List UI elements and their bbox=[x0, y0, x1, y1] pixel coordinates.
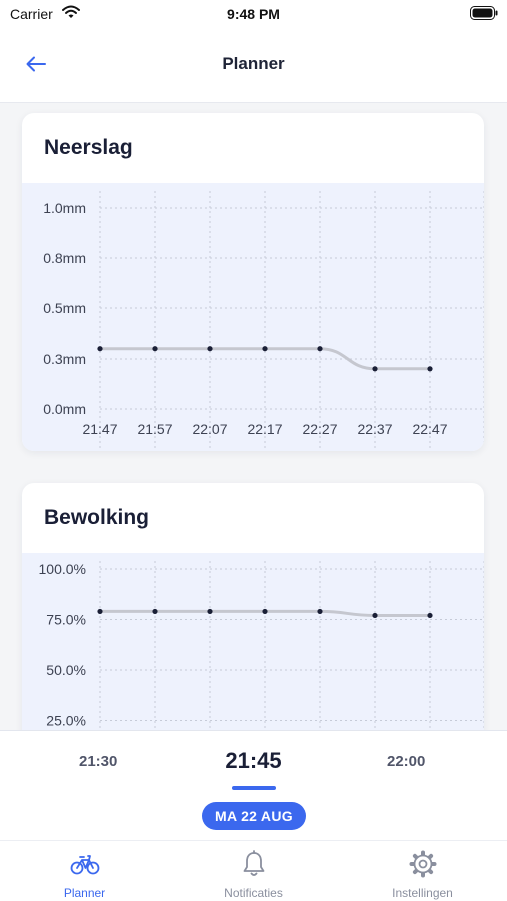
bicycle-icon bbox=[70, 849, 100, 879]
data-point bbox=[97, 608, 103, 615]
data-point bbox=[152, 346, 158, 352]
x-tick-label: 22:17 bbox=[247, 421, 282, 437]
data-point bbox=[262, 608, 268, 615]
chart-title: Bewolking bbox=[44, 506, 150, 529]
data-point bbox=[207, 608, 213, 615]
plot-background bbox=[22, 183, 484, 451]
tab-settings[interactable]: Instellingen bbox=[338, 841, 507, 901]
precipitation-chart: 1.0mm 0.8mm 0.5mm 0.3mm 0.0mm 21:47 21:57 22:07… bbox=[22, 183, 484, 451]
data-point bbox=[207, 346, 213, 352]
data-point bbox=[427, 612, 433, 619]
data-point bbox=[97, 346, 103, 352]
chart-scroll-area[interactable]: Neerslag 1.0mm 0.8mm 0.5mm 0.3mm 0.0mm 21:47 2… bbox=[0, 103, 507, 730]
x-tick-label: 21:47 bbox=[82, 421, 117, 437]
battery-icon bbox=[470, 6, 498, 25]
bell-icon bbox=[239, 849, 269, 879]
current-time-slot[interactable]: 21:45 bbox=[225, 748, 282, 773]
tab-notifications[interactable]: Notificaties bbox=[169, 841, 338, 901]
page-title: Planner bbox=[222, 54, 285, 73]
plot-background bbox=[22, 553, 484, 730]
y-tick-label: 0.0mm bbox=[43, 401, 86, 417]
x-tick-label: 21:57 bbox=[137, 421, 172, 437]
tab-bar: Planner Notificaties bbox=[0, 840, 507, 901]
y-tick-label: 0.8mm bbox=[43, 250, 86, 266]
navigation-bar: Planner bbox=[0, 28, 507, 103]
data-point bbox=[372, 612, 378, 619]
y-tick-label: 25.0% bbox=[46, 713, 86, 729]
y-tick-label: 100.0% bbox=[39, 561, 86, 577]
y-tick-label: 75.0% bbox=[46, 612, 86, 628]
data-point bbox=[427, 366, 433, 372]
date-badge[interactable]: MA 22 AUG bbox=[202, 802, 306, 830]
next-time-slot[interactable]: 22:00 bbox=[387, 753, 426, 770]
status-time: 9:48 PM bbox=[227, 6, 280, 22]
tab-planner[interactable]: Planner bbox=[0, 841, 169, 901]
data-point bbox=[372, 366, 378, 372]
time-selector: 21:30 21:45 22:00 MA 22 AUG bbox=[0, 730, 507, 841]
tab-label: Instellingen bbox=[392, 886, 453, 900]
chart-card-cloud-cover: Bewolking 100.0% 75.0% 50.0% 25.0% bbox=[22, 483, 484, 730]
data-point bbox=[317, 608, 323, 615]
wifi-icon bbox=[62, 5, 80, 24]
data-point bbox=[152, 608, 158, 615]
data-point bbox=[262, 346, 268, 352]
y-tick-label: 50.0% bbox=[46, 662, 86, 678]
x-tick-label: 22:47 bbox=[412, 421, 447, 437]
selected-time-indicator bbox=[232, 786, 276, 790]
tab-label: Notificaties bbox=[224, 886, 283, 900]
chart-title: Neerslag bbox=[44, 136, 133, 159]
gear-icon bbox=[408, 849, 438, 879]
arrow-left-icon bbox=[26, 56, 46, 72]
y-tick-label: 0.3mm bbox=[43, 351, 86, 367]
data-point bbox=[317, 346, 323, 352]
x-tick-label: 22:07 bbox=[192, 421, 227, 437]
back-button[interactable] bbox=[22, 50, 50, 78]
x-tick-label: 22:27 bbox=[302, 421, 337, 437]
previous-time-slot[interactable]: 21:30 bbox=[79, 753, 118, 770]
carrier-label: Carrier bbox=[10, 6, 53, 22]
status-bar: Carrier 9:48 PM bbox=[0, 0, 507, 28]
chart-card-precipitation: Neerslag 1.0mm 0.8mm 0.5mm 0.3mm 0.0mm 21:47 2… bbox=[22, 113, 484, 451]
y-tick-label: 1.0mm bbox=[43, 200, 86, 216]
y-tick-label: 0.5mm bbox=[43, 300, 86, 316]
cloud-cover-chart: 100.0% 75.0% 50.0% 25.0% bbox=[22, 553, 484, 730]
x-tick-label: 22:37 bbox=[357, 421, 392, 437]
tab-label: Planner bbox=[63, 886, 106, 900]
